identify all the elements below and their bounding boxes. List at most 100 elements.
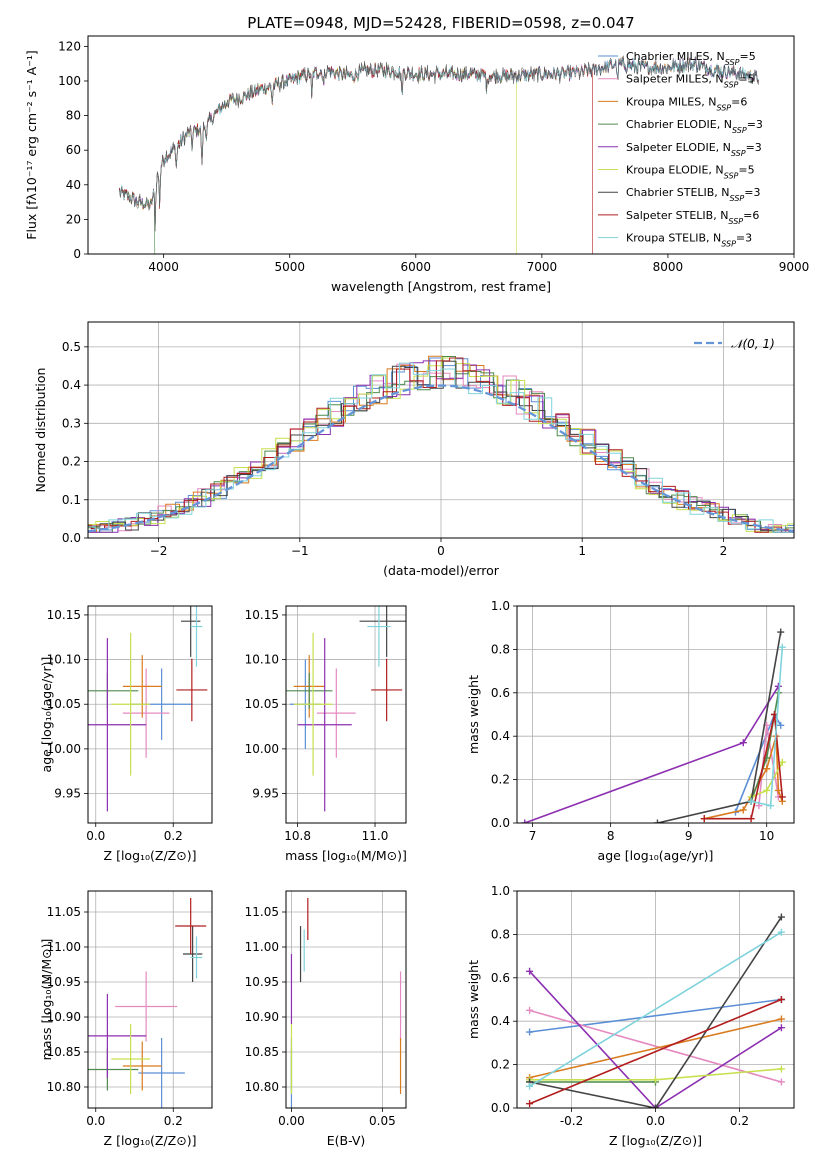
y-tick-label: 10.95 bbox=[245, 975, 279, 989]
y-tick-label: 10.80 bbox=[47, 1080, 81, 1094]
weight-marker bbox=[777, 928, 785, 936]
y-axis-label: Normed distribution bbox=[33, 368, 48, 493]
y-axis-label: mass weight bbox=[466, 960, 481, 1039]
legend-entry: Kroupa MILES, NSSP=6 bbox=[626, 95, 747, 112]
y-tick-label: 0 bbox=[73, 247, 81, 261]
weight-marker bbox=[700, 815, 708, 823]
weight-marker bbox=[747, 797, 755, 805]
weight-line bbox=[529, 1009, 782, 1083]
legend-subscript: SSP bbox=[732, 126, 747, 135]
x-tick-label: 0.0 bbox=[646, 1114, 665, 1128]
weight-vs-age-lines bbox=[521, 628, 786, 823]
weight-marker bbox=[652, 1076, 659, 1084]
x-axis-label: age [log₁₀(age/yr)] bbox=[598, 848, 714, 863]
y-tick-label: 1.0 bbox=[491, 884, 510, 898]
weight-marker bbox=[526, 967, 534, 975]
y-axis-label: mass [log₁₀(M/M⊙)] bbox=[39, 939, 54, 1061]
y-tick-label: 10.80 bbox=[245, 1080, 279, 1094]
x-tick-label: 7 bbox=[529, 829, 537, 843]
y-axis-label: age [log₁₀(age/yr)] bbox=[39, 657, 54, 773]
y-tick-label: 100 bbox=[58, 74, 81, 88]
legend-entry: Salpeter ELODIE, NSSP=3 bbox=[626, 141, 762, 158]
x-tick-label: 0.2 bbox=[730, 1114, 749, 1128]
y-tick-label: 120 bbox=[58, 39, 81, 53]
weight-marker bbox=[778, 793, 786, 801]
legend-nssp: 3 bbox=[756, 118, 763, 131]
legend-subscript: SSP bbox=[730, 194, 745, 203]
x-tick-label: 9 bbox=[685, 829, 693, 843]
x-tick-label: 4000 bbox=[148, 260, 179, 274]
y-tick-label: 10.90 bbox=[47, 1010, 81, 1024]
legend-subscript: SSP bbox=[725, 58, 740, 67]
weight-marker bbox=[521, 819, 529, 823]
legend-nssp: 5 bbox=[748, 164, 755, 177]
y-tick-label: 0.6 bbox=[491, 686, 510, 700]
weight-line bbox=[529, 916, 783, 1108]
legend-eq: = bbox=[744, 186, 753, 199]
y-tick-label: 0.0 bbox=[491, 1101, 510, 1115]
y-tick-label: 0.5 bbox=[62, 340, 81, 354]
y-tick-label: 9.95 bbox=[54, 787, 81, 801]
weight-marker bbox=[777, 1015, 785, 1023]
age-vs-Z-frame: 0.0 0.2 9.95 10.00 10.05 10.10 10.15 Z [log₁₀(Z… bbox=[39, 605, 213, 863]
axes-frame bbox=[87, 890, 213, 1109]
y-tick-label: 10.05 bbox=[245, 697, 279, 711]
legend-entry: Chabrier STELIB, NSSP=3 bbox=[626, 186, 760, 203]
legend-subscript: SSP bbox=[731, 148, 746, 157]
y-axis-label: mass weight bbox=[466, 675, 481, 754]
weight-marker bbox=[526, 1006, 534, 1014]
legend-eq: = bbox=[739, 50, 748, 63]
legend-entry: Chabrier ELODIE, NSSP=3 bbox=[626, 118, 763, 135]
weight-vs-Z-axes bbox=[517, 890, 794, 1109]
legend-eq: = bbox=[743, 209, 752, 222]
weight-marker bbox=[747, 815, 755, 823]
y-tick-label: 11.00 bbox=[47, 940, 81, 954]
y-tick-label: 0.2 bbox=[491, 1058, 510, 1072]
weight-marker bbox=[767, 802, 775, 810]
x-tick-label: 6000 bbox=[401, 260, 432, 274]
y-tick-label: 10.00 bbox=[47, 742, 81, 756]
weight-line bbox=[657, 631, 782, 823]
legend-label: Chabrier MILES, N bbox=[626, 50, 725, 63]
y-tick-label: 0.4 bbox=[491, 1014, 510, 1028]
legend-subscript: SSP bbox=[728, 216, 743, 225]
x-axis-label: mass [log₁₀(M/M⊙)] bbox=[285, 848, 407, 863]
y-tick-label: 10.00 bbox=[245, 742, 279, 756]
weight-marker bbox=[777, 1024, 785, 1032]
x-tick-label: 0.2 bbox=[164, 829, 183, 843]
axes-frame bbox=[516, 605, 795, 824]
legend-entry: Kroupa STELIB, NSSP=3 bbox=[626, 232, 752, 249]
y-tick-label: 10.90 bbox=[245, 1010, 279, 1024]
legend-nssp: 6 bbox=[740, 95, 747, 108]
axes-frame bbox=[87, 35, 795, 255]
y-tick-label: 10.05 bbox=[47, 697, 81, 711]
x-tick-label: 8 bbox=[607, 829, 615, 843]
legend-subscript: SSP bbox=[716, 103, 731, 112]
legend-eq: = bbox=[738, 164, 747, 177]
weight-marker bbox=[739, 806, 747, 814]
legend-eq: = bbox=[736, 232, 745, 245]
legend-entry: Salpeter MILES, NSSP=5 bbox=[626, 73, 755, 90]
weight-marker bbox=[778, 643, 786, 651]
x-tick-label: 2 bbox=[720, 544, 728, 558]
axes-frame bbox=[87, 605, 213, 824]
weight-marker bbox=[526, 1028, 534, 1036]
legend-eq: = bbox=[746, 141, 755, 154]
x-tick-label: 1 bbox=[578, 544, 586, 558]
y-tick-label: 60 bbox=[66, 143, 81, 157]
x-axis-label: Z [log₁₀(Z/Z⊙)] bbox=[609, 1133, 702, 1148]
x-tick-label: 0 bbox=[437, 544, 445, 558]
weight-marker bbox=[777, 721, 785, 729]
weight-marker bbox=[774, 786, 782, 794]
y-axis-label: Flux [fλ10⁻¹⁷ erg cm⁻² s⁻¹ A⁻¹] bbox=[24, 50, 39, 239]
y-tick-label: 11.05 bbox=[245, 905, 279, 919]
y-tick-label: 0.6 bbox=[491, 971, 510, 985]
weight-vs-Z-lines bbox=[526, 913, 785, 1108]
y-tick-label: 0.2 bbox=[491, 773, 510, 787]
weight-line bbox=[524, 685, 780, 823]
weight-marker bbox=[653, 819, 661, 823]
legend-label: Chabrier STELIB, N bbox=[626, 186, 730, 199]
age-vs-mass-points bbox=[286, 606, 406, 812]
legend-label: Salpeter STELIB, N bbox=[626, 209, 728, 222]
